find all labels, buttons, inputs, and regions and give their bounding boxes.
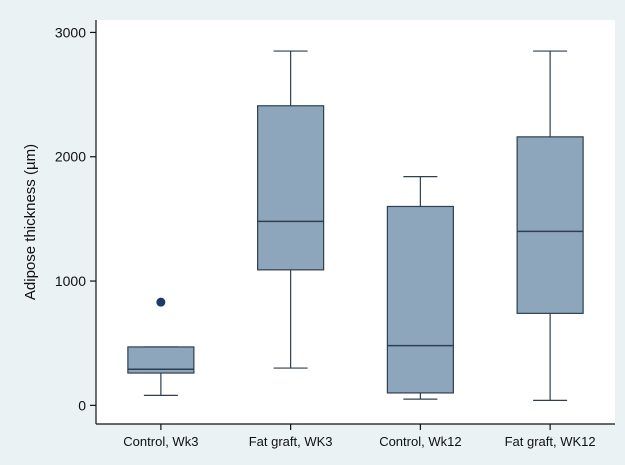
outlier-point bbox=[156, 297, 166, 307]
x-axis: Control, Wk3 Fat graft, WK3 Control, Wk12 F… bbox=[96, 423, 615, 449]
box-iqr bbox=[386, 205, 454, 394]
y-tick-label: 1000 bbox=[55, 273, 86, 289]
y-axis-label: Adipose thickness (µm) bbox=[22, 144, 39, 300]
x-tick-label: Fat graft, WK3 bbox=[249, 434, 333, 449]
y-tick-label: 3000 bbox=[55, 24, 86, 40]
y-tick-label: 2000 bbox=[55, 149, 86, 165]
box-iqr bbox=[516, 136, 584, 314]
boxes-layer bbox=[127, 50, 584, 401]
box-group bbox=[257, 50, 325, 369]
box-iqr bbox=[257, 105, 325, 271]
box-group bbox=[516, 50, 584, 401]
x-tick-label: Control, Wk12 bbox=[379, 434, 461, 449]
box-group bbox=[386, 176, 454, 400]
x-tick-label: Control, Wk3 bbox=[123, 434, 198, 449]
box-group bbox=[127, 297, 195, 397]
x-tick-label: Fat graft, WK12 bbox=[505, 434, 596, 449]
y-axis: 0 1000 2000 3000 bbox=[55, 20, 97, 424]
y-tick-label: 0 bbox=[78, 397, 86, 413]
